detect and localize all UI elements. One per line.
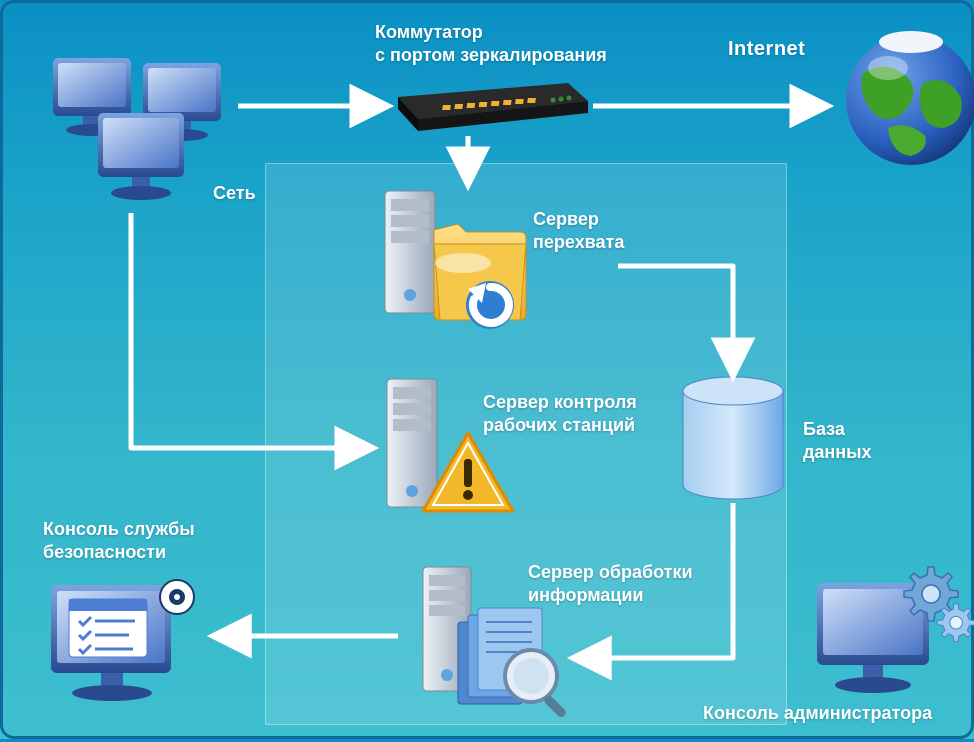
arrows bbox=[3, 3, 974, 742]
edge-db-processing bbox=[578, 503, 733, 658]
edge-capture-db bbox=[618, 266, 733, 371]
edge-network-control bbox=[131, 213, 368, 448]
